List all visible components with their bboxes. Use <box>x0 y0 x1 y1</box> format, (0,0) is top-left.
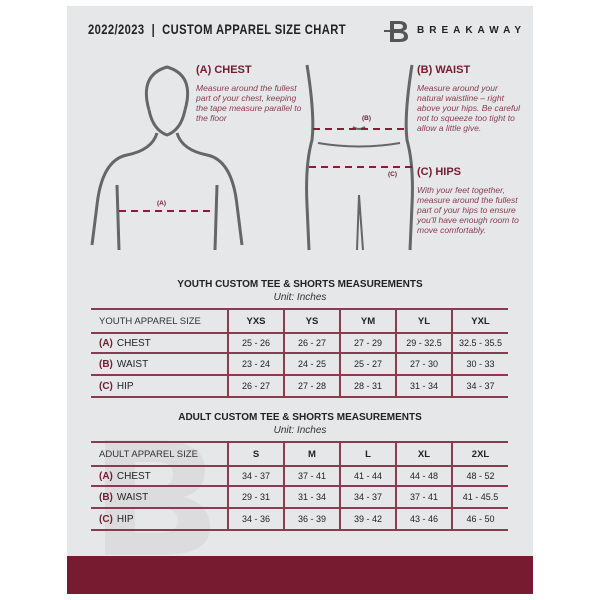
measurement-cell: 25 - 27 <box>339 353 396 375</box>
table-row: (B) WAIST 23 - 24 24 - 25 25 - 27 27 - 30 30 -… <box>91 353 508 375</box>
size-column-header: XL <box>395 442 452 466</box>
measure-code: (B) <box>99 491 113 503</box>
measure-code: (B) <box>99 358 113 370</box>
measurement-cell: 26 - 27 <box>283 333 340 353</box>
waist-description: Measure around your natural waistline – … <box>417 83 521 133</box>
hips-marker: (C) <box>388 171 398 178</box>
measure-code: (A) <box>99 337 113 349</box>
body-illustration <box>90 64 414 251</box>
measure-label: (C) HIP <box>91 375 228 397</box>
measurement-cell: 39 - 42 <box>339 508 396 530</box>
table-row: (C) HIP 34 - 36 36 - 39 39 - 42 43 - 46 46 - 5… <box>91 508 508 530</box>
table-row: (A) CHEST 25 - 26 26 - 27 27 - 29 29 - 32.5 32… <box>91 333 508 353</box>
footer-band <box>67 556 533 594</box>
measure-label: (C) HIP <box>91 508 228 530</box>
youth-size-table: YOUTH APPAREL SIZE YXS YS YM YL YXL (A) CHEST 25… <box>91 308 508 398</box>
youth-unit: Unit: Inches <box>273 292 327 303</box>
measure-name: CHEST <box>116 470 151 482</box>
measure-name: WAIST <box>116 491 149 503</box>
measure-code: (C) <box>99 380 113 392</box>
measure-label: (B) WAIST <box>91 353 228 375</box>
measurement-cell: 36 - 39 <box>283 508 340 530</box>
measurement-cell: 27 - 28 <box>283 375 340 397</box>
size-column-header: YXL <box>451 309 508 333</box>
adult-size-table: ADULT APPAREL SIZE S M L XL 2XL (A) CHEST 34 - 3… <box>91 441 508 531</box>
chest-description: Measure around the fullest part of your … <box>196 83 302 123</box>
hips-description: With your feet together, measure around … <box>417 185 519 235</box>
adult-unit: Unit: Inches <box>273 425 327 436</box>
size-column-header: 2XL <box>451 442 508 466</box>
measurement-cell: 34 - 37 <box>339 486 396 508</box>
breakaway-logo-icon <box>384 21 408 42</box>
adult-section-title: ADULT CUSTOM TEE & SHORTS MEASUREMENTS <box>178 412 422 423</box>
measure-label: (A) CHEST <box>91 466 228 486</box>
measurement-cell: 23 - 24 <box>227 353 284 375</box>
measure-name: WAIST <box>116 358 149 370</box>
measure-code: (A) <box>99 470 113 482</box>
waist-marker: (B) <box>362 115 372 122</box>
measurement-cell: 26 - 27 <box>227 375 284 397</box>
youth-section-title: YOUTH CUSTOM TEE & SHORTS MEASUREMENTS <box>177 279 423 290</box>
measurement-cell: 34 - 36 <box>227 508 284 530</box>
table-row: (A) CHEST 34 - 37 37 - 41 41 - 44 44 - 48 48 -… <box>91 466 508 486</box>
measurement-cell: 24 - 25 <box>283 353 340 375</box>
size-column-header: YM <box>339 309 396 333</box>
table-row: (C) HIP 26 - 27 27 - 28 28 - 31 31 - 34 34 - 3… <box>91 375 508 397</box>
size-header: ADULT APPAREL SIZE <box>99 448 198 460</box>
chest-label: (A) CHEST <box>196 64 252 76</box>
measurement-cell: 25 - 26 <box>227 333 284 353</box>
measure-name: HIP <box>116 380 134 392</box>
measure-name: CHEST <box>116 337 151 349</box>
measurement-cell: 48 - 52 <box>451 466 508 486</box>
size-column-header: YXS <box>227 309 284 333</box>
measurement-cell: 37 - 41 <box>395 486 452 508</box>
waist-label: (B) WAIST <box>417 64 471 76</box>
measure-name: HIP <box>116 513 134 525</box>
measurement-cell: 28 - 31 <box>339 375 396 397</box>
page-title: 2022/2023 | CUSTOM APPAREL SIZE CHART <box>88 21 346 37</box>
size-header: YOUTH APPAREL SIZE <box>99 315 201 327</box>
measurement-cell: 37 - 41 <box>283 466 340 486</box>
size-column-header: YS <box>283 309 340 333</box>
measurement-cell: 31 - 34 <box>283 486 340 508</box>
measurement-cell: 34 - 37 <box>227 466 284 486</box>
measurement-cell: 30 - 33 <box>451 353 508 375</box>
size-column-header: M <box>283 442 340 466</box>
header-row: ADULT APPAREL SIZE S M L XL 2XL <box>91 442 508 466</box>
chest-marker: (A) <box>157 200 167 207</box>
measurement-cell: 46 - 50 <box>451 508 508 530</box>
hips-label: (C) HIPS <box>417 166 461 178</box>
measurement-cell: 29 - 31 <box>227 486 284 508</box>
measurement-cell: 44 - 48 <box>395 466 452 486</box>
table-row: (B) WAIST 29 - 31 31 - 34 34 - 37 37 - 41 41 -… <box>91 486 508 508</box>
brand-name: BREAKAWAY <box>417 25 527 36</box>
header-row: YOUTH APPAREL SIZE YXS YS YM YL YXL <box>91 309 508 333</box>
watermark-logo <box>105 440 210 555</box>
size-column-header: S <box>227 442 284 466</box>
measurement-cell: 32.5 - 35.5 <box>451 333 508 353</box>
measure-label: (A) CHEST <box>91 333 228 353</box>
measurement-cell: 41 - 45.5 <box>451 486 508 508</box>
measurement-cell: 41 - 44 <box>339 466 396 486</box>
measurement-cell: 29 - 32.5 <box>395 333 452 353</box>
measurement-cell: 27 - 30 <box>395 353 452 375</box>
size-column-header: YL <box>395 309 452 333</box>
measure-code: (C) <box>99 513 113 525</box>
measurement-cell: 34 - 37 <box>451 375 508 397</box>
measurement-cell: 31 - 34 <box>395 375 452 397</box>
measurement-cell: 27 - 29 <box>339 333 396 353</box>
measure-label: (B) WAIST <box>91 486 228 508</box>
size-column-header: L <box>339 442 396 466</box>
measurement-cell: 43 - 46 <box>395 508 452 530</box>
